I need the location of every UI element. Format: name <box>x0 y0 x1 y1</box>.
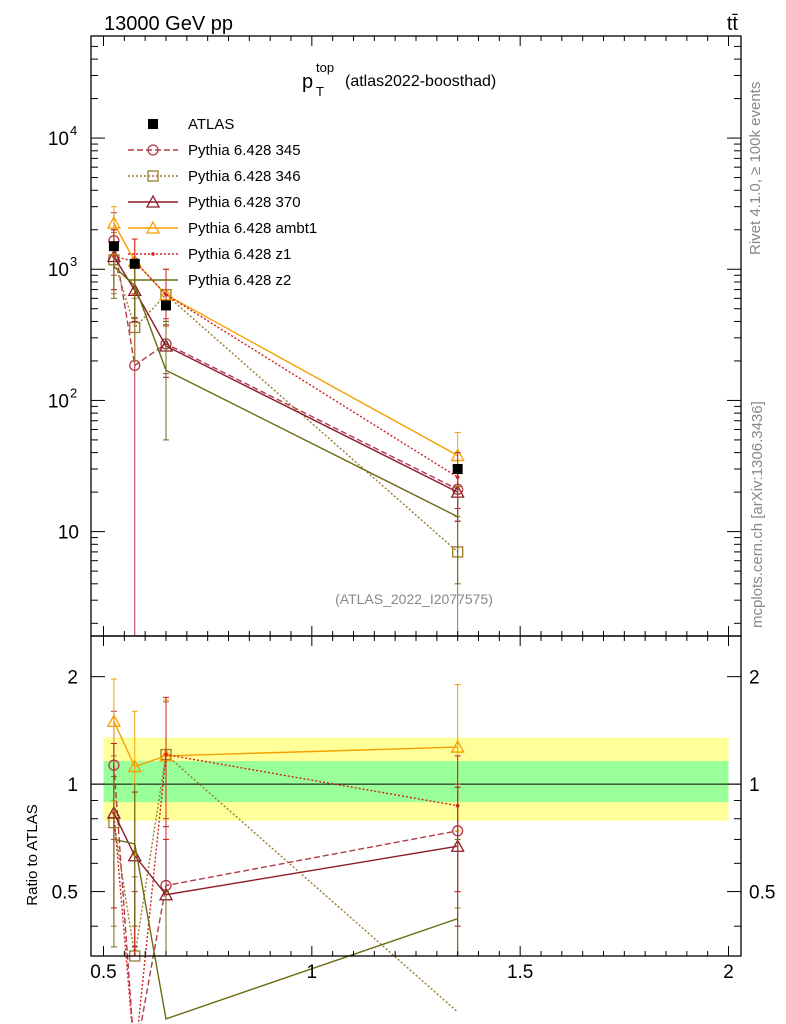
legend-entry-z1: Pythia 6.428 z1 <box>128 246 291 263</box>
series-line-ambt1 <box>113 721 458 768</box>
legend-entry-atlas: ATLAS <box>148 116 234 133</box>
data-point <box>455 803 460 808</box>
y-tick-label-left: 1 <box>67 775 78 796</box>
legend-label: Pythia 6.428 370 <box>188 194 301 211</box>
mcplots-label: mcplots.cern.ch [arXiv:1306.3436] <box>749 401 766 628</box>
series-line-p345 <box>113 240 459 490</box>
data-point <box>106 215 122 229</box>
y-tick-base: 10 <box>58 523 79 544</box>
series-line-z1 <box>113 255 459 478</box>
series-line-p370 <box>113 812 458 896</box>
data-point <box>164 752 168 757</box>
y-tick-base: 10 <box>48 391 69 412</box>
series-line-p346 <box>113 753 459 1013</box>
x-tick-label: 0.5 <box>90 962 116 983</box>
y-tick-label: 10 4 <box>48 123 77 150</box>
x-tick-label: 2 <box>723 962 734 983</box>
data-point <box>129 258 140 269</box>
y-tick-exponent: 4 <box>70 123 77 138</box>
title-subscript: T <box>316 84 324 99</box>
y-tick-label-right: 1 <box>749 775 760 796</box>
title-superscript: top <box>316 60 334 75</box>
series-z2 <box>110 776 461 1020</box>
legend-label: Pythia 6.428 ambt1 <box>188 220 317 237</box>
y-tick-label: 10 <box>58 523 79 544</box>
y-tick-label-right: 2 <box>749 668 760 689</box>
series-line-p346 <box>113 259 459 553</box>
data-point <box>450 739 465 753</box>
legend-marker <box>151 252 155 256</box>
legend-entry-p370: Pythia 6.428 370 <box>128 194 301 211</box>
series-line-z1 <box>113 753 458 1024</box>
series-line-p345 <box>113 765 458 1024</box>
y-tick-exponent: 2 <box>70 385 77 400</box>
y-tick-label-left: 0.5 <box>52 883 78 904</box>
x-tick-label: 1.5 <box>507 962 533 983</box>
series-line-z2 <box>113 838 458 1020</box>
legend-label: ATLAS <box>188 116 234 133</box>
legend-marker <box>148 119 158 129</box>
data-point <box>108 241 119 252</box>
legend-entry-p345: Pythia 6.428 345 <box>128 142 301 159</box>
y-tick-exponent: 3 <box>70 254 77 269</box>
ratio-axis-label: Ratio to ATLAS <box>24 804 41 905</box>
legend-label: Pythia 6.428 346 <box>188 168 301 185</box>
data-point <box>106 713 122 727</box>
y-tick-base: 10 <box>48 129 69 150</box>
data-point <box>127 759 142 773</box>
legend-entry-z2: Pythia 6.428 z2 <box>128 272 291 289</box>
legend-entry-p346: Pythia 6.428 346 <box>128 168 301 185</box>
data-point <box>164 292 168 297</box>
legend-label: Pythia 6.428 345 <box>188 142 301 159</box>
x-tick-label: 1 <box>307 962 318 983</box>
legend-label: Pythia 6.428 z1 <box>188 246 291 263</box>
legend-marker <box>145 220 161 234</box>
series-p346 <box>108 232 464 636</box>
plot-title: p top T (atlas2022-boosthad) <box>302 60 496 99</box>
data-point <box>161 300 171 311</box>
data-point <box>455 475 460 479</box>
title-main: p <box>302 71 313 93</box>
legend-label: Pythia 6.428 z2 <box>188 272 291 289</box>
series-line-z2 <box>113 265 459 518</box>
legend-marker <box>147 170 159 182</box>
analysis-tag: (ATLAS_2022_I2077575) <box>335 591 493 607</box>
legend: ATLAS Pythia 6.428 345 Pythia 6.428 346 Pyt… <box>128 116 317 289</box>
legend-marker <box>147 144 159 156</box>
data-point <box>129 321 141 334</box>
series-line-p370 <box>113 256 459 493</box>
data-point <box>452 464 463 475</box>
series-atlas <box>108 241 463 475</box>
process-label: tt̄ <box>727 13 739 35</box>
legend-marker <box>145 194 161 208</box>
y-tick-label: 10 2 <box>48 385 77 412</box>
y-tick-base: 10 <box>48 260 69 281</box>
rivet-version-label: Rivet 4.1.0, ≥ 100k events <box>747 82 764 255</box>
energy-label: 13000 GeV pp <box>104 13 233 35</box>
y-tick-label: 10 3 <box>48 254 77 281</box>
ratio-band-inner <box>103 761 729 803</box>
y-tick-label-left: 2 <box>67 668 78 689</box>
title-rest: (atlas2022-boosthad) <box>345 73 496 90</box>
legend-entry-ambt1: Pythia 6.428 ambt1 <box>128 220 317 237</box>
y-tick-label-right: 0.5 <box>749 883 775 904</box>
